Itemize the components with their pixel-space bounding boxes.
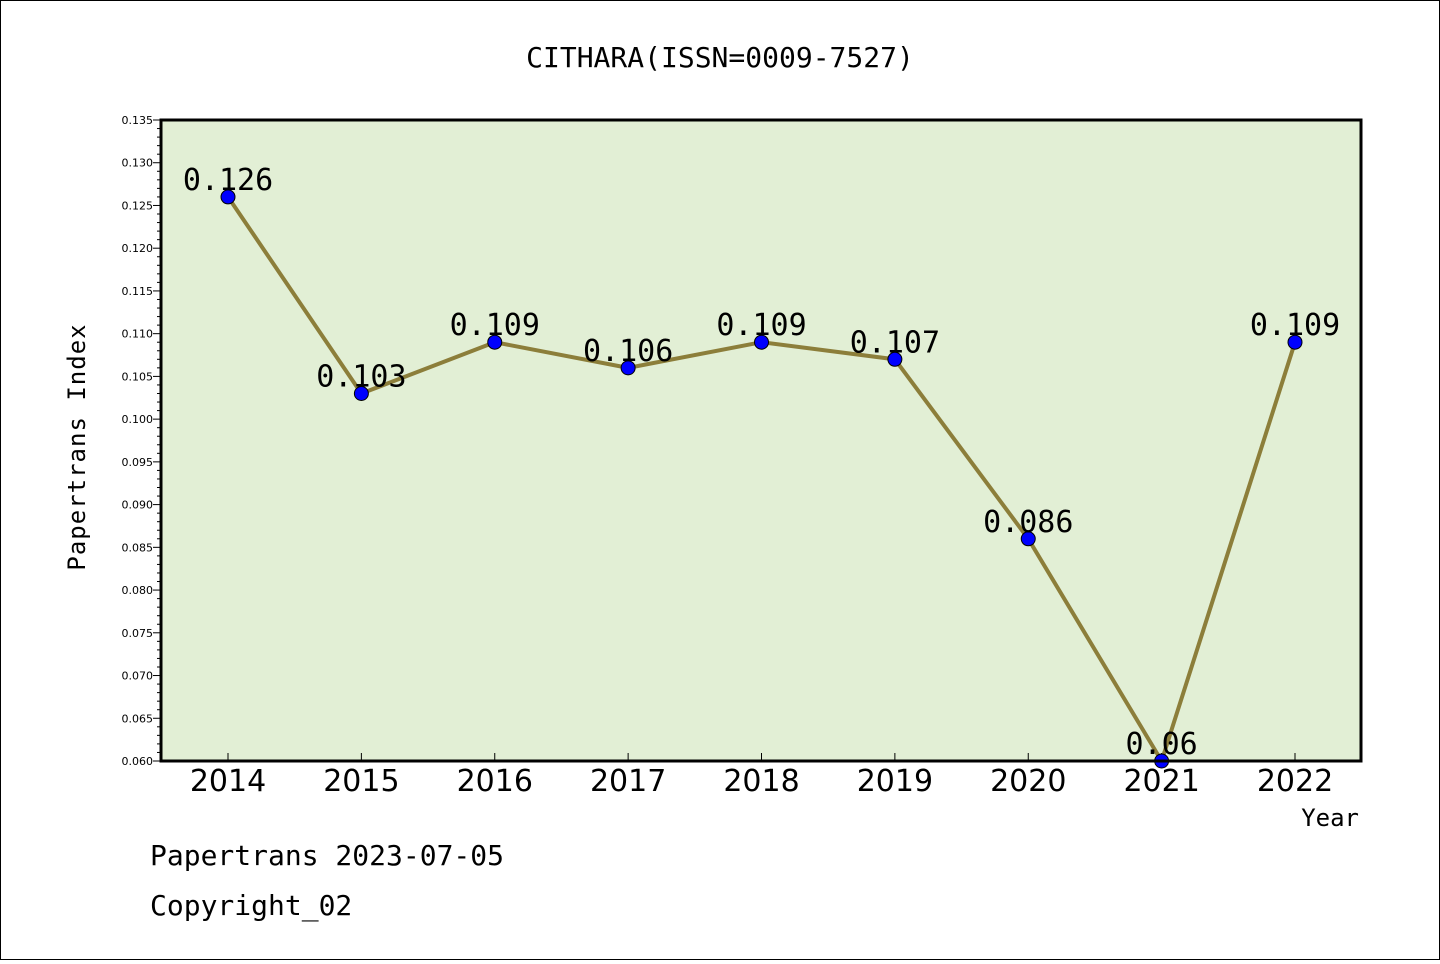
data-points bbox=[220, 189, 1303, 769]
data-label: 0.126 bbox=[183, 163, 273, 198]
data-point bbox=[487, 334, 503, 350]
data-point bbox=[1287, 334, 1303, 350]
footer-date: Papertrans 2023-07-05 bbox=[150, 839, 504, 872]
y-tick-label: 0.070 bbox=[122, 670, 154, 683]
y-tick-label: 0.105 bbox=[122, 370, 154, 383]
footer-copyright: Copyright_02 bbox=[150, 889, 352, 923]
data-label: 0.107 bbox=[850, 325, 940, 360]
x-tick-label: 2016 bbox=[457, 764, 533, 799]
y-tick-label: 0.115 bbox=[122, 285, 154, 298]
x-tick-label: 2020 bbox=[990, 764, 1066, 799]
plot-border bbox=[159, 118, 1363, 763]
data-label: 0.109 bbox=[716, 308, 806, 343]
data-labels: 0.126 0.103 0.109 0.106 0.109 0.107 0.086 0.06 0… bbox=[183, 163, 1340, 762]
y-tick-label: 0.085 bbox=[122, 541, 154, 554]
x-axis-label: Year bbox=[1301, 804, 1359, 832]
data-label: 0.086 bbox=[983, 505, 1073, 540]
data-label: 0.06 bbox=[1126, 727, 1198, 762]
x-tick-label: 2017 bbox=[590, 764, 666, 799]
data-point bbox=[887, 351, 903, 367]
y-axis: 0.060 0.065 0.070 0.075 0.080 0.085 0.090 0.095… bbox=[122, 114, 161, 768]
data-point bbox=[353, 385, 369, 401]
data-label: 0.109 bbox=[1250, 308, 1340, 343]
data-label: 0.103 bbox=[316, 359, 406, 394]
y-tick-label: 0.080 bbox=[122, 584, 154, 597]
y-axis-label: Papertrans Index bbox=[63, 323, 91, 570]
x-tick-label: 2021 bbox=[1123, 764, 1199, 799]
y-tick-label: 0.130 bbox=[122, 157, 154, 170]
plot-area bbox=[161, 120, 1361, 761]
y-tick-label: 0.095 bbox=[122, 456, 154, 469]
y-tick-label: 0.125 bbox=[122, 199, 154, 212]
y-tick-label: 0.090 bbox=[122, 499, 154, 512]
y-tick-label: 0.135 bbox=[122, 114, 154, 127]
data-point bbox=[620, 360, 636, 376]
y-tick-label: 0.120 bbox=[122, 242, 154, 255]
y-tick-label: 0.100 bbox=[122, 413, 154, 426]
data-point bbox=[754, 334, 769, 350]
y-tick-label: 0.075 bbox=[122, 627, 154, 640]
chart-title: CITHARA(ISSN=0009-7527) bbox=[526, 41, 914, 74]
data-point bbox=[220, 189, 236, 205]
x-tick-label: 2014 bbox=[190, 764, 266, 799]
x-axis: 2014 2015 2016 2017 2018 2019 2020 2021 2022 bbox=[190, 753, 1333, 799]
x-tick-label: 2022 bbox=[1257, 764, 1333, 799]
x-tick-label: 2019 bbox=[857, 764, 933, 799]
x-tick-label: 2015 bbox=[323, 764, 399, 799]
x-tick-label: 2018 bbox=[723, 764, 799, 799]
data-point bbox=[1020, 531, 1036, 547]
y-tick-label: 0.065 bbox=[122, 712, 154, 725]
y-tick-label: 0.110 bbox=[122, 328, 154, 341]
y-tick-label: 0.060 bbox=[122, 755, 154, 768]
data-label: 0.109 bbox=[450, 308, 540, 343]
data-label: 0.106 bbox=[583, 334, 673, 369]
